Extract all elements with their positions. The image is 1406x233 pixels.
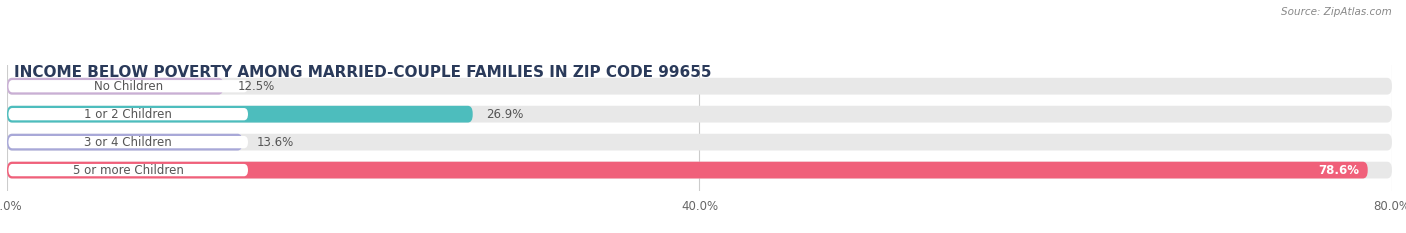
- Text: No Children: No Children: [94, 80, 163, 93]
- FancyBboxPatch shape: [7, 134, 242, 151]
- Text: 3 or 4 Children: 3 or 4 Children: [84, 136, 172, 149]
- FancyBboxPatch shape: [7, 106, 472, 123]
- FancyBboxPatch shape: [8, 80, 247, 92]
- Text: INCOME BELOW POVERTY AMONG MARRIED-COUPLE FAMILIES IN ZIP CODE 99655: INCOME BELOW POVERTY AMONG MARRIED-COUPL…: [14, 65, 711, 80]
- FancyBboxPatch shape: [7, 106, 1392, 123]
- Text: Source: ZipAtlas.com: Source: ZipAtlas.com: [1281, 7, 1392, 17]
- Text: 78.6%: 78.6%: [1317, 164, 1360, 177]
- FancyBboxPatch shape: [8, 108, 247, 120]
- FancyBboxPatch shape: [7, 78, 224, 95]
- Text: 26.9%: 26.9%: [486, 108, 524, 121]
- Text: 13.6%: 13.6%: [256, 136, 294, 149]
- Text: 1 or 2 Children: 1 or 2 Children: [84, 108, 172, 121]
- Text: 12.5%: 12.5%: [238, 80, 274, 93]
- FancyBboxPatch shape: [7, 78, 1392, 95]
- FancyBboxPatch shape: [8, 164, 247, 176]
- Text: 5 or more Children: 5 or more Children: [73, 164, 184, 177]
- FancyBboxPatch shape: [8, 136, 247, 148]
- FancyBboxPatch shape: [7, 162, 1392, 178]
- FancyBboxPatch shape: [7, 134, 1392, 151]
- FancyBboxPatch shape: [7, 162, 1368, 178]
